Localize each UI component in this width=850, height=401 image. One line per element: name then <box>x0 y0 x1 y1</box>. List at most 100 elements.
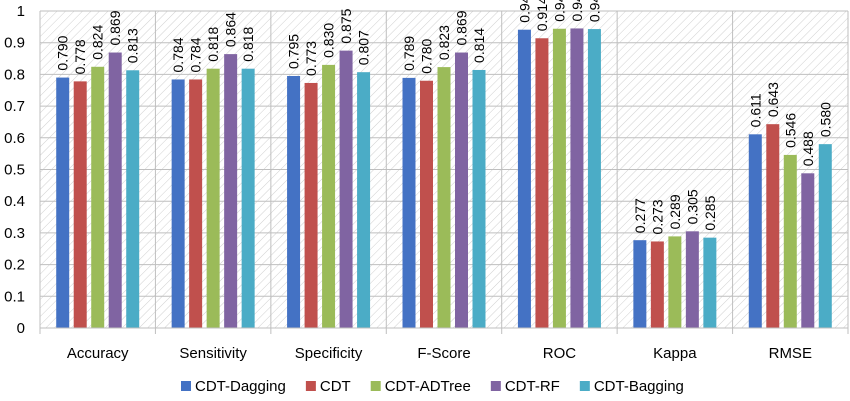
y-tick-label: 0.1 <box>4 288 25 305</box>
bar <box>171 79 185 328</box>
bar <box>304 82 318 328</box>
data-label: 0.546 <box>782 113 798 148</box>
data-label: 0.790 <box>55 35 71 70</box>
bar <box>748 134 762 328</box>
x-axis: Accuracy Sensitivity Specificity F-Score ROC… <box>67 345 812 362</box>
bar <box>783 154 797 328</box>
y-tick-label: 0.7 <box>4 98 25 115</box>
y-tick-label: 0.3 <box>4 225 25 242</box>
bar <box>322 64 336 328</box>
legend-item: CDT-Dagging <box>181 378 286 395</box>
bar <box>766 124 780 328</box>
y-tick-label: 0 <box>17 320 25 337</box>
data-label: 0.773 <box>303 41 319 76</box>
bar <box>108 52 122 328</box>
bar <box>552 28 566 328</box>
x-tick-label: ROC <box>543 345 577 362</box>
data-label: 0.869 <box>454 10 470 45</box>
bar <box>73 81 87 329</box>
y-tick-label: 0.8 <box>4 66 25 83</box>
data-label: 0.814 <box>471 28 487 63</box>
data-label: 0.807 <box>356 30 372 65</box>
legend-swatch <box>490 381 501 391</box>
bar <box>587 29 601 328</box>
data-label: 0.643 <box>765 82 781 117</box>
data-label: 0.830 <box>321 23 337 58</box>
data-label: 0.784 <box>188 37 204 72</box>
y-tick-label: 0.2 <box>4 257 25 274</box>
data-label: 0.784 <box>170 37 186 72</box>
bar <box>339 50 353 328</box>
data-label: 0.289 <box>667 194 683 229</box>
data-label: 0.944 <box>551 0 567 22</box>
legend-label: CDT-ADTree <box>385 378 471 395</box>
data-label: 0.818 <box>240 26 256 61</box>
data-label: 0.875 <box>338 8 354 43</box>
y-tick-label: 0.9 <box>4 35 25 52</box>
legend-label: CDT <box>320 378 351 395</box>
data-label: 0.945 <box>569 0 585 21</box>
y-tick-label: 0.4 <box>4 193 25 210</box>
bar <box>535 38 549 329</box>
data-label: 0.914 <box>534 0 550 31</box>
bar <box>668 236 682 328</box>
y-axis: 0 0.1 0.2 0.3 0.4 0.5 0.6 0.7 0.8 0.9 1 <box>4 3 848 337</box>
legend-swatch <box>579 381 590 391</box>
bar <box>357 72 371 328</box>
data-label: 0.795 <box>286 34 302 69</box>
bar <box>570 28 584 329</box>
data-label: 0.285 <box>702 195 718 230</box>
bar <box>56 77 70 328</box>
bar <box>685 231 699 328</box>
data-label: 0.789 <box>401 36 417 71</box>
data-label: 0.488 <box>800 131 816 166</box>
bar <box>224 54 238 328</box>
data-label: 0.778 <box>72 39 88 74</box>
bar <box>650 241 664 328</box>
x-tick-label: Accuracy <box>67 345 129 362</box>
bar <box>126 70 140 329</box>
x-tick-label: RMSE <box>769 345 812 362</box>
y-tick-label: 0.5 <box>4 162 25 179</box>
bar <box>818 144 832 328</box>
data-label: 0.943 <box>586 0 602 22</box>
legend-item: CDT-RF <box>490 378 560 395</box>
bar <box>241 68 255 328</box>
bar <box>633 240 647 328</box>
legend-swatch <box>305 381 316 391</box>
data-label: 0.611 <box>747 93 763 127</box>
x-tick-label: Kappa <box>653 345 697 362</box>
data-label: 0.780 <box>419 38 435 73</box>
bar <box>402 77 416 329</box>
bar <box>455 52 468 328</box>
x-tick-label: Specificity <box>295 345 363 362</box>
bar <box>287 75 301 328</box>
data-label: 0.869 <box>107 10 123 45</box>
data-label: 0.823 <box>436 25 452 60</box>
bar <box>437 67 451 328</box>
bar <box>189 79 203 328</box>
legend-item: CDT-Bagging <box>579 378 684 395</box>
legend-item: CDT <box>305 378 351 395</box>
bar <box>703 237 717 328</box>
data-label: 0.813 <box>125 28 141 63</box>
legend: CDT-Dagging CDT CDT-ADTree CDT-RF CDT-Baggin… <box>181 378 684 395</box>
data-label: 0.818 <box>205 26 221 61</box>
legend-label: CDT-Bagging <box>594 378 684 395</box>
bars <box>56 28 832 329</box>
legend-label: CDT-RF <box>505 378 560 395</box>
legend-label: CDT-Dagging <box>195 378 286 395</box>
data-label: 0.273 <box>649 199 665 234</box>
bar <box>206 68 220 328</box>
data-label: 0.580 <box>817 102 833 137</box>
bar <box>472 69 486 328</box>
y-tick-label: 1 <box>17 3 25 20</box>
x-tick-label: Sensitivity <box>179 345 247 362</box>
bar <box>420 80 433 329</box>
data-label: 0.941 <box>516 0 532 23</box>
data-label: 0.277 <box>632 198 648 233</box>
data-label: 0.305 <box>684 189 700 224</box>
